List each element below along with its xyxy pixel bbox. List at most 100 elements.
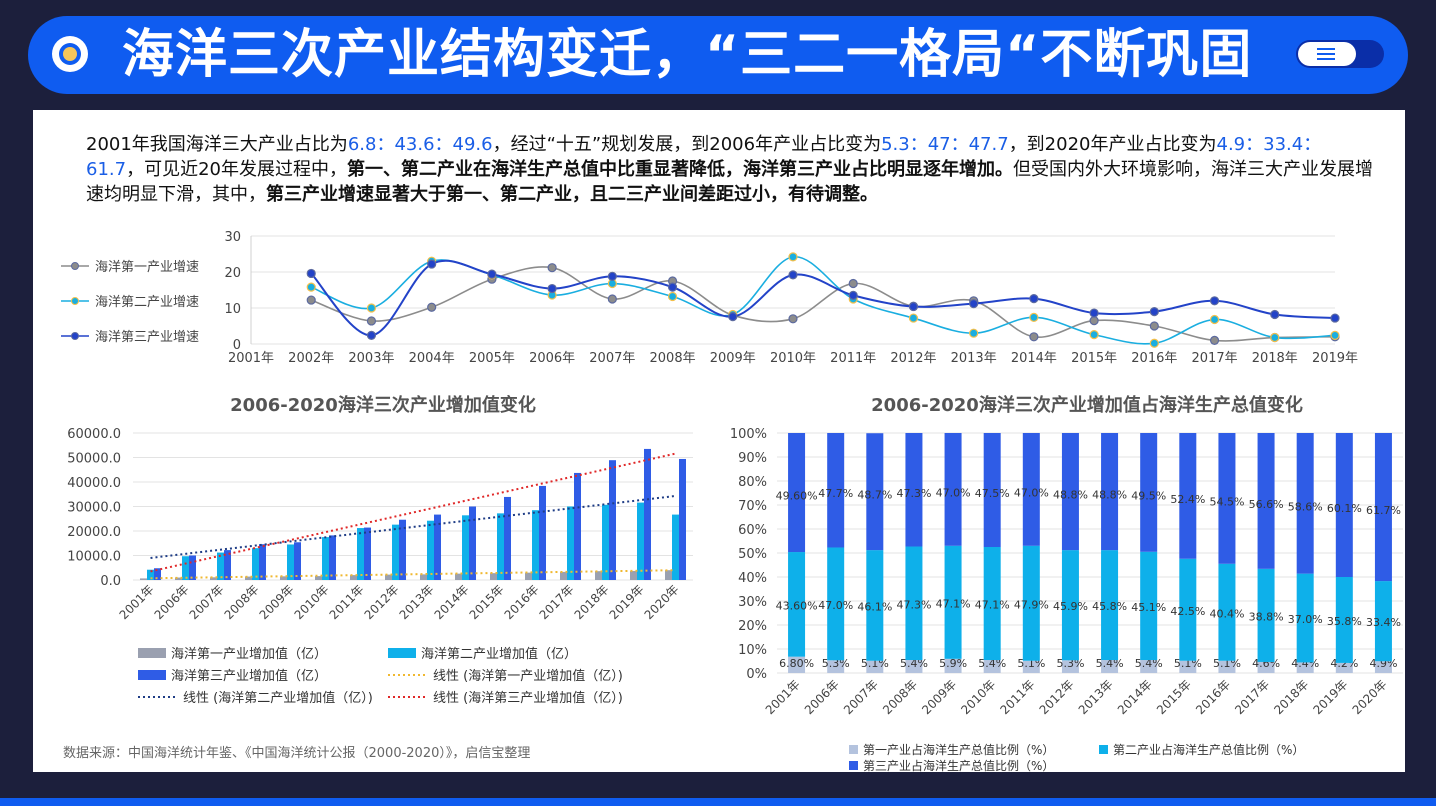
intro-paragraph: 2001年我国海洋三大产业占比为6.8：43.6：49.6，经过“十五”规划发展…	[86, 132, 1376, 207]
x-tick-label: 2016年	[502, 582, 542, 622]
stacked-bar	[944, 658, 962, 673]
legend-label: 海洋第三产业增加值（亿）	[171, 668, 327, 684]
x-tick-label: 2011年	[997, 677, 1037, 717]
data-label: 5.4%	[978, 657, 1006, 670]
x-tick-label: 2010年	[292, 582, 332, 622]
data-point	[1089, 315, 1099, 326]
data-label: 5.4%	[900, 657, 928, 670]
stacked-bar	[905, 433, 923, 547]
data-label: 5.9%	[939, 657, 967, 670]
y-tick-label: 0	[233, 338, 241, 353]
data-point	[1209, 314, 1220, 325]
data-point	[1330, 330, 1340, 340]
x-tick-label: 2009年	[257, 582, 297, 622]
bar	[420, 574, 427, 580]
y-tick-label: 80%	[738, 475, 767, 490]
stacked-bar	[944, 545, 962, 659]
data-point	[1209, 335, 1220, 346]
bar	[224, 550, 231, 580]
intro-ratio-2006: 5.3：47：47.7	[881, 134, 1009, 155]
data-point	[1270, 332, 1280, 343]
stacked-bar	[1257, 433, 1275, 569]
data-label: 61.7%	[1366, 504, 1401, 517]
bar	[602, 504, 609, 580]
data-label: 45.9%	[1053, 600, 1088, 613]
y-tick-label: 20	[224, 266, 241, 281]
legend-label: 海洋第三产业增速	[95, 330, 199, 345]
data-label: 47.0%	[936, 486, 971, 499]
data-point	[366, 316, 377, 326]
stacked-bar	[1374, 581, 1392, 662]
stacked-bar	[1179, 660, 1197, 673]
x-tick-label: 2017年	[1232, 677, 1272, 717]
value-added-bar-chart: 2006-2020海洋三次产业增加值变化 0.0 10000.0 20000.0 300…	[67, 394, 693, 706]
legend-label: 线性 (海洋第一产业增加值（亿）)	[433, 668, 623, 684]
chart-title: 2006-2020海洋三次产业增加值变化	[230, 394, 536, 416]
bar	[644, 448, 651, 580]
intro-text-3: ，到2020年产业占比变为	[1008, 134, 1217, 155]
x-tick-label: 2015年	[467, 582, 507, 622]
data-point	[607, 271, 617, 281]
data-point	[1029, 332, 1039, 342]
data-label: 5.4%	[1096, 657, 1124, 670]
data-label: 49.60%	[776, 490, 818, 503]
menu-toggle[interactable]	[1296, 40, 1384, 68]
x-tick-label: 2014年	[432, 582, 472, 622]
x-tick-label: 2008年	[650, 351, 696, 366]
data-point	[306, 295, 316, 305]
data-label: 49.5%	[1131, 489, 1166, 502]
y-tick-label: 0%	[746, 667, 767, 682]
data-label: 37.0%	[1288, 613, 1323, 626]
bar	[497, 513, 504, 580]
data-label: 47.5%	[975, 487, 1010, 500]
target-icon	[52, 36, 88, 72]
menu-knob[interactable]	[1298, 42, 1356, 66]
legend-swatch	[138, 670, 166, 680]
data-point	[607, 294, 617, 304]
stacked-bar	[788, 552, 806, 657]
x-tick-label: 2016年	[1131, 351, 1177, 366]
stacked-bar	[1101, 660, 1119, 673]
data-label: 6.80%	[779, 657, 814, 670]
stacked-bar	[1061, 550, 1079, 661]
data-label: 33.4%	[1366, 616, 1401, 629]
stacked-bar	[1101, 550, 1119, 661]
stacked-bar	[866, 550, 884, 661]
data-point	[1270, 309, 1280, 320]
stacked-bar	[1296, 573, 1314, 663]
stacked-bar	[1257, 661, 1275, 673]
data-label: 42.5%	[1170, 605, 1205, 618]
data-point	[1029, 312, 1039, 322]
x-tick-label: 2013年	[1076, 677, 1116, 717]
x-tick-label: 2017年	[537, 582, 577, 622]
bar	[490, 573, 497, 580]
x-tick-label: 2004年	[409, 351, 455, 366]
data-label: 52.4%	[1170, 493, 1205, 506]
y-tick-label: 30%	[738, 595, 767, 610]
data-label: 47.3%	[896, 487, 931, 500]
bar	[525, 572, 532, 580]
y-tick-label: 40000.0	[67, 476, 121, 491]
data-point	[1330, 313, 1340, 323]
bar	[665, 570, 672, 580]
data-point	[1209, 296, 1220, 306]
data-label: 47.7%	[818, 487, 853, 500]
data-label: 48.8%	[1053, 489, 1088, 502]
title-banner: 海洋三次产业结构变迁，“三二一格局“不断巩固	[28, 16, 1408, 94]
bar	[672, 514, 679, 580]
x-tick-label: 2015年	[1071, 351, 1117, 366]
x-tick-label: 2013年	[397, 582, 437, 622]
stacked-bar	[1335, 577, 1353, 663]
x-tick-label: 2001年	[117, 582, 157, 622]
data-point	[667, 282, 678, 292]
data-point	[788, 270, 798, 280]
series-line	[310, 266, 1336, 342]
bar	[175, 577, 182, 580]
stacked-bar	[827, 660, 845, 673]
data-label: 47.3%	[896, 598, 931, 611]
data-label: 45.8%	[1092, 600, 1127, 613]
stacked-bar	[1296, 433, 1314, 574]
legend-label: 第二产业占海洋生产总值比例（%）	[1113, 742, 1304, 757]
x-tick-label: 2008年	[880, 677, 920, 717]
bar	[357, 528, 364, 580]
